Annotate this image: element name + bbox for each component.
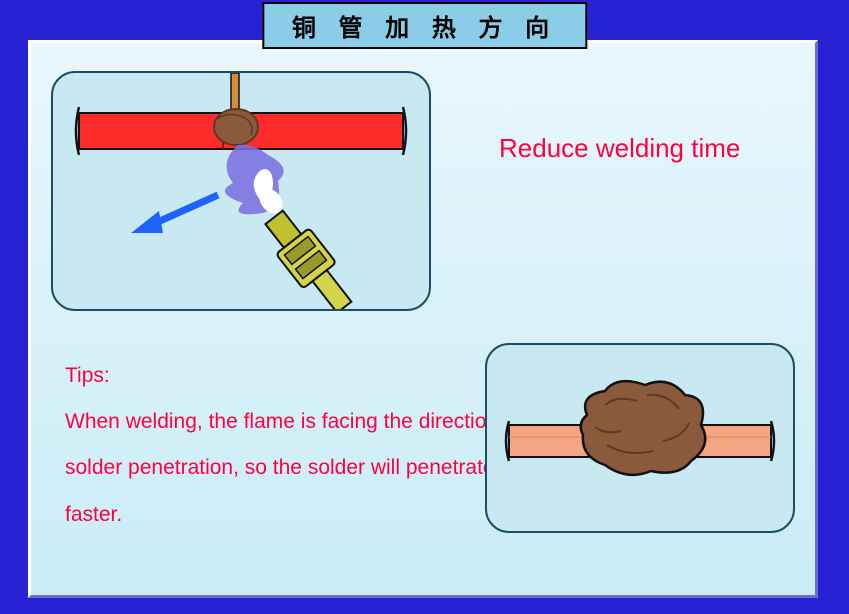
direction-arrow (131, 195, 218, 233)
tips-body: When welding, the flame is facing the di… (65, 399, 545, 538)
title-text: 铜 管 加 热 方 向 (292, 15, 557, 42)
torch (258, 204, 361, 309)
tips-block: Tips: When welding, the flame is facing … (65, 353, 545, 538)
torch-heating-svg (53, 73, 429, 309)
tips-label: Tips: (65, 353, 545, 399)
title-banner: 铜 管 加 热 方 向 (262, 2, 587, 49)
content-panel: Reduce welding time Tips: When welding, … (28, 40, 818, 598)
outer-frame: 铜 管 加 热 方 向 (0, 0, 849, 614)
weld-blob (581, 381, 705, 475)
illustration-weld-blob (485, 343, 795, 533)
weld-blob-svg (487, 345, 793, 531)
flame (225, 145, 287, 218)
heading-reduce-time: Reduce welding time (499, 133, 740, 164)
illustration-torch-heating (51, 71, 431, 311)
